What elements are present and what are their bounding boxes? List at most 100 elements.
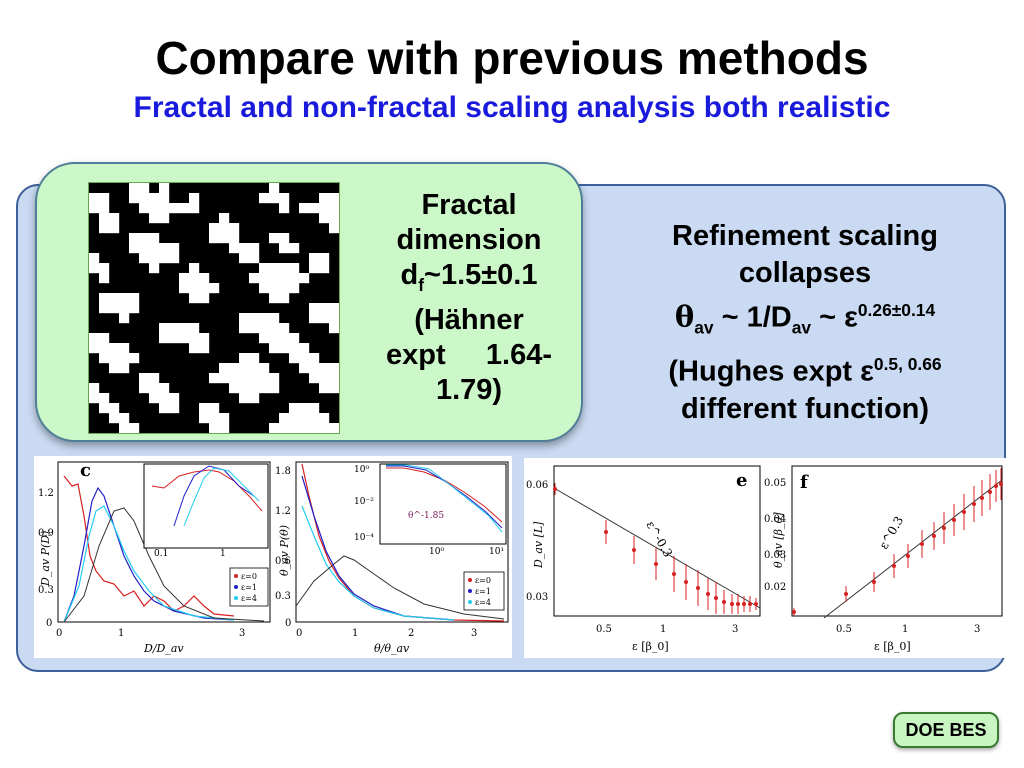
f-point [792,610,796,614]
c-ytick-2: 0.9 [38,528,54,539]
fractal-pattern-image [88,182,340,434]
f-ytick-4: 0.02 [764,582,786,593]
f-annotation: ε^0.3 [876,514,906,552]
fractal-df-line: df~1.5±0.1 [366,258,572,303]
df-value: ~1.5±0.1 [424,259,538,291]
d-ytick-1: 1.8 [275,466,291,477]
panel-c: c 1.2 0.9 0.3 0 0 1 3 D/D_av D_av P(D) 0… [38,460,271,655]
refine-equation: θav ~ 1/Dav ~ ε0.26±0.14 [610,292,1000,346]
c-xlabel: D/D_av [143,642,184,655]
d-xtick-3: 3 [471,628,477,639]
e-point [722,600,726,604]
f-point [892,564,896,568]
e-data-points [553,483,758,614]
panel-c-label: c [80,460,91,481]
c-series-eps1 [63,486,235,623]
d-series-eps4 [301,505,455,621]
e-point [553,487,557,491]
c-xtick-0: 0 [56,628,62,639]
f-fit-line [823,479,1003,619]
d-inset-ytick-1: 10⁰ [354,465,369,475]
e-point [604,530,608,534]
f-point [844,592,848,596]
f-point [906,554,910,558]
c-xtick-1: 1 [118,628,124,639]
d-inset [379,463,507,545]
c-inset [143,463,269,549]
e-point [696,586,700,590]
eq-middle: ~ 1/D [713,301,792,334]
e-point [754,602,758,606]
figure-ef: e 0.06 0.03 0.5 1 3 ε [β_0] D_av [L] ε^-… [524,458,1006,658]
fractal-line-2: dimension [396,224,542,256]
av-subscript: av [694,317,714,338]
f-data-points [792,468,1003,616]
panel-e: e 0.06 0.03 0.5 1 3 ε [β_0] D_av [L] ε^-… [526,465,761,653]
c-ytick-4: 0.3 [38,585,54,596]
c-inset-xtick-2: 1 [220,549,226,559]
f-xtick-3: 3 [974,624,980,635]
e-xlabel: ε [β_0] [632,640,669,653]
f-point [972,502,976,506]
fractal-line-1: Fractal [421,189,517,221]
eq-exponent: 0.26±0.14 [857,300,936,320]
e-xtick-1: 0.5 [596,624,612,635]
panel-e-label: e [736,470,747,491]
fractal-line-5: expt 1.64- [385,338,552,371]
eq-epsilon: ~ ε [811,301,858,334]
c-ytick-1: 1.2 [38,488,54,499]
hughes-text: (Hughes expt ε [668,356,874,389]
f-ylabel: θ_av [β_0] [772,511,785,568]
d-legend-0: ε=0 [475,576,491,585]
slide-title: Compare with previous methods [155,32,869,84]
figure-cd: c 1.2 0.9 0.3 0 0 1 3 D/D_av D_av P(D) 0… [34,456,512,658]
d-ylabel: θ_av P(θ) [278,525,291,576]
d-xtick-0: 0 [296,628,302,639]
d-xlabel: θ/θ_av [374,642,410,655]
df-symbol: d [400,259,419,291]
d-ytick-5: 0 [285,618,291,629]
e-point [654,562,658,566]
f-point [952,518,956,522]
d-inset-note: θ^-1.85 [408,511,444,521]
c-legend-1: ε=1 [241,583,257,592]
e-point [736,602,740,606]
refinement-scaling-text: Refinement scaling collapses θav ~ 1/Dav… [610,218,1000,428]
e-point [748,602,752,606]
e-point [672,572,676,576]
c-xtick-3: 3 [239,628,245,639]
d-legend-2: ε=4 [475,598,491,607]
f-point [932,534,936,538]
refine-line-1: Refinement scaling [672,220,938,252]
fractal-dimension-text: Fractal dimension df~1.5±0.1 (Hähner exp… [366,188,572,408]
f-point [980,496,984,500]
f-point [999,482,1003,486]
hughes-line: (Hughes expt ε0.5, 0.66 [610,346,1000,391]
f-point [872,580,876,584]
d-inset-ytick-3: 10⁻⁴ [354,533,374,543]
f-ytick-2: 0.04 [764,514,786,525]
e-point [742,602,746,606]
e-point [632,548,636,552]
e-annotation: ε^-0.3 [643,519,675,560]
c-series-eps0 [63,475,235,617]
f-point [962,510,966,514]
e-point [714,596,718,600]
doe-bes-badge: DOE BES [893,712,999,748]
f-ytick-1: 0.05 [764,478,786,489]
av-subscript-2: av [791,317,812,338]
d-ytick-2: 1.2 [275,506,291,517]
f-point [988,490,992,494]
f-point [942,526,946,530]
slide-subtitle: Fractal and non-fractal scaling analysis… [133,91,891,124]
c-series-eps4 [63,505,235,623]
e-point [684,580,688,584]
e-fit-line [553,487,761,609]
panel-d: d 1.8 1.2 0.6 0.3 0 0 1 2 3 θ/θ_av θ_av … [275,461,509,655]
c-legend-2: ε=4 [241,594,257,603]
c-inset-eps0 [151,469,263,512]
hughes-exponent: 0.5, 0.66 [873,354,942,375]
e-point [730,602,734,606]
c-inset-xtick-1: 0.1 [154,549,168,559]
f-xtick-1: 0.5 [836,624,852,635]
